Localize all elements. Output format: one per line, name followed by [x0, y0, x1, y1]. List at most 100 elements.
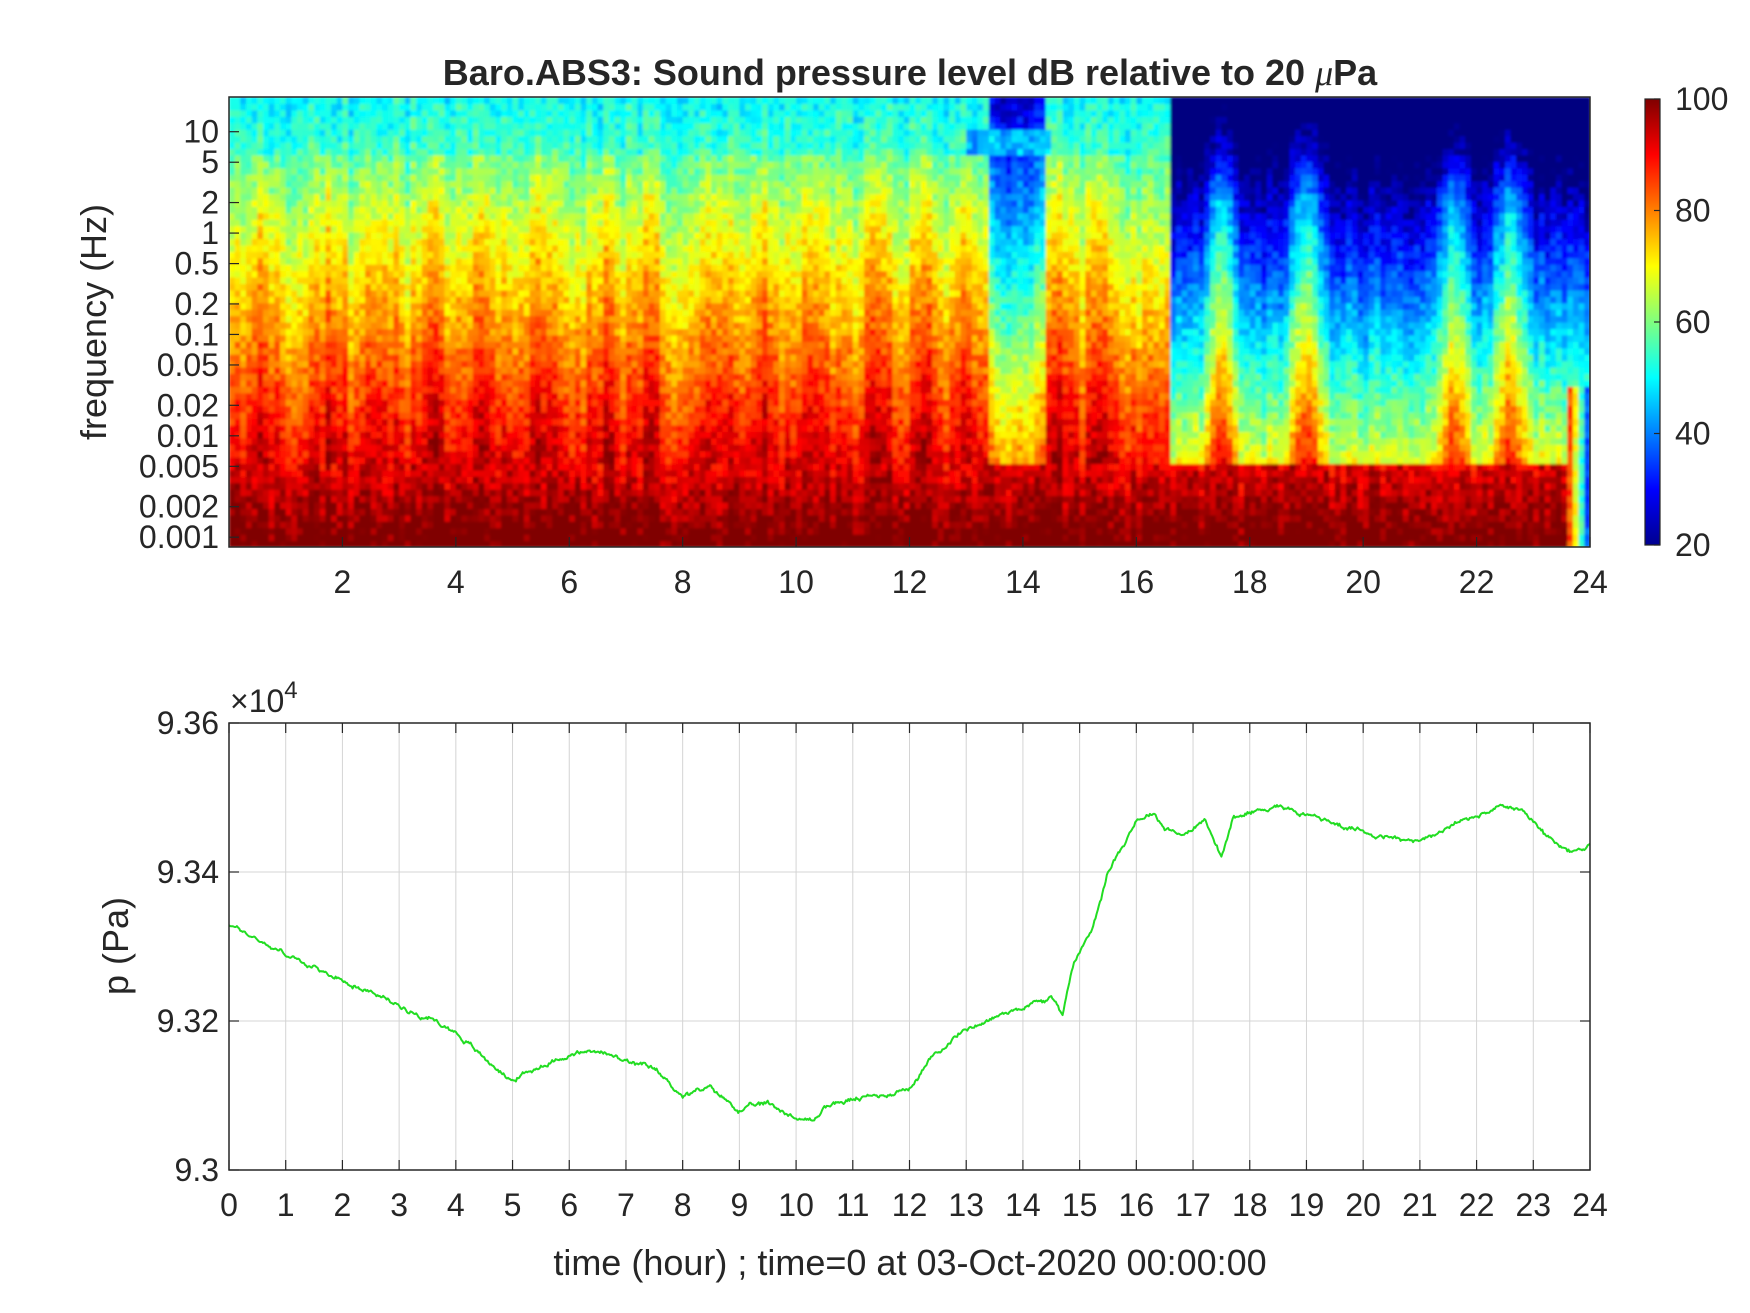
spectrogram-cell: [427, 161, 434, 169]
spectrogram-cell: [263, 399, 270, 407]
spectrogram-cell: [274, 437, 281, 445]
spectrogram-cell: [518, 482, 525, 490]
spectrogram-cell: [257, 444, 264, 452]
spectrogram-cell: [251, 219, 258, 227]
spectrogram-cell: [319, 109, 326, 117]
spectrogram-cell: [427, 122, 434, 130]
spectrogram-cell: [376, 251, 383, 259]
spectrogram-cell: [540, 315, 548, 323]
spectrogram-cell: [489, 187, 497, 195]
spectrogram-cell: [484, 354, 491, 362]
spectrogram-cell: [285, 514, 292, 522]
spectrogram-cell: [506, 328, 514, 336]
spectrogram-cell: [387, 386, 395, 394]
spectrogram-cell: [523, 142, 531, 150]
spectrogram-cell: [484, 174, 491, 182]
spectrogram-cell: [257, 347, 264, 355]
spectrogram-cell: [535, 540, 542, 547]
spectrogram-cell: [563, 296, 570, 304]
spectrogram-cell: [625, 469, 633, 477]
spectrogram-cell: [376, 540, 383, 547]
spectrogram-cell: [580, 122, 587, 130]
spectrogram-cell: [285, 289, 292, 297]
spectrogram-cell: [472, 296, 480, 304]
spectrogram-cell: [285, 296, 292, 304]
spectrogram-cell: [336, 386, 344, 394]
spectrogram-cell: [614, 476, 621, 484]
spectrogram-cell: [297, 489, 304, 497]
spectrogram-cell: [512, 412, 519, 420]
spectrogram-cell: [365, 187, 372, 195]
spectrogram-cell: [308, 180, 315, 188]
spectrogram-cell: [433, 97, 440, 105]
spectrogram-cell: [404, 527, 412, 535]
spectrogram-cell: [461, 540, 468, 547]
spectrogram-cell: [603, 289, 610, 297]
spectrogram-cell: [563, 482, 570, 490]
spectrogram-cell: [246, 444, 253, 452]
spectrogram-cell: [523, 399, 531, 407]
spectrogram-cell: [603, 392, 610, 400]
spectrogram-cell: [263, 334, 270, 342]
spectrogram-cell: [308, 444, 315, 452]
spectrogram-cell: [285, 534, 292, 542]
spectrogram-cell: [268, 103, 275, 111]
spectrogram-cell: [359, 135, 366, 143]
spectrogram-cell: [387, 232, 395, 240]
spectrogram-cell: [376, 489, 383, 497]
spectrogram-cell: [529, 135, 536, 143]
spectrogram-cell: [540, 238, 548, 246]
spectrogram-cell: [484, 437, 491, 445]
spectrogram-cell: [297, 199, 304, 207]
spectrogram-cell: [416, 264, 423, 272]
spectrogram-cell: [467, 495, 474, 503]
spectrogram-cell: [603, 322, 610, 330]
spectrogram-cell: [336, 142, 344, 150]
spectrogram-cell: [257, 257, 264, 265]
spectrogram-cell: [518, 257, 525, 265]
spectrogram-cell: [393, 244, 400, 252]
spectrogram-cell: [314, 367, 321, 375]
spectrogram-cell: [302, 508, 309, 516]
spectrogram-cell: [393, 302, 400, 310]
spectrogram-cell: [353, 135, 361, 143]
spectrogram-cell: [535, 154, 542, 162]
spectrogram-cell: [274, 142, 281, 150]
spectrogram-cell: [365, 360, 372, 368]
spectrogram-cell: [370, 360, 378, 368]
spectrogram-cell: [404, 540, 412, 547]
spectrogram-cell: [291, 264, 298, 272]
spectrogram-cell: [399, 347, 406, 355]
spectrogram-cell: [251, 154, 258, 162]
spectrogram-cell: [620, 534, 627, 542]
spectrogram-cell: [603, 527, 610, 535]
spectrogram-cell: [625, 521, 633, 529]
spectrogram-cell: [529, 386, 536, 394]
spectrogram-cell: [427, 437, 434, 445]
spectrogram-cell: [251, 103, 258, 111]
spectrogram-cell: [495, 347, 502, 355]
spectrogram-cell: [444, 193, 451, 201]
spectrogram-cell: [297, 431, 304, 439]
spectrogram-cell: [608, 521, 616, 529]
spectrogram-cell: [620, 437, 627, 445]
spectrogram-cell: [348, 354, 355, 362]
spectrogram-cell: [314, 232, 321, 240]
spectrogram-cell: [314, 109, 321, 117]
spectrogram-cell: [376, 399, 383, 407]
spectrogram-cell: [455, 232, 463, 240]
spectrogram-cell: [274, 97, 281, 105]
spectrogram-cell: [421, 238, 429, 246]
spectrogram-cell: [552, 469, 559, 477]
spectrogram-cell: [246, 328, 253, 336]
spectrogram-cell: [370, 122, 378, 130]
spectrogram-cell: [591, 457, 599, 465]
spectrogram-cell: [325, 424, 332, 432]
spectrogram-cell: [501, 437, 508, 445]
spectrogram-cell: [495, 154, 502, 162]
spectrogram-cell: [331, 289, 338, 297]
spectrogram-cell: [438, 418, 446, 426]
spectrogram-cell: [240, 347, 247, 355]
spectrogram-cell: [353, 405, 361, 413]
spectrogram-cell: [563, 405, 570, 413]
